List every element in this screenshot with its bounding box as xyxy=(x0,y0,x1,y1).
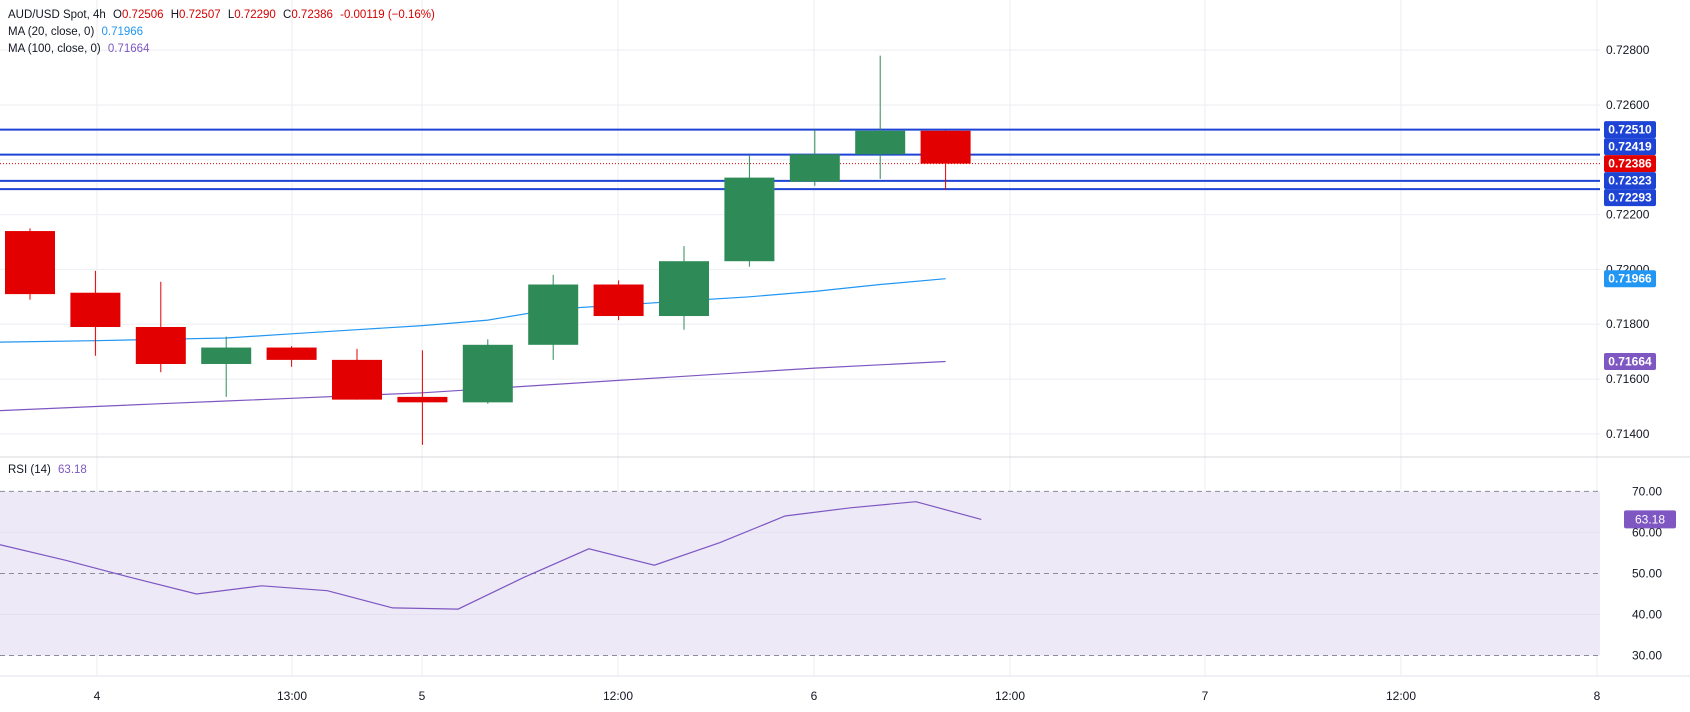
level-badge xyxy=(1604,189,1656,207)
candle-body xyxy=(528,284,579,345)
close-value: 0.72386 xyxy=(291,9,333,21)
candle-body xyxy=(135,326,186,364)
y-tick-label: 0.71800 xyxy=(1606,317,1650,331)
x-tick-label: 12:00 xyxy=(1386,689,1416,703)
level-badge-label: 0.72386 xyxy=(1608,157,1652,171)
y-tick-label: 0.72800 xyxy=(1606,43,1650,57)
ma100-axis-label: 0.71664 xyxy=(1608,355,1652,369)
symbol-title: AUD/USD Spot, 4h xyxy=(8,9,106,21)
candle-body xyxy=(789,154,840,182)
rsi-tick-label: 60.00 xyxy=(1632,525,1662,539)
candle-body xyxy=(266,347,317,360)
candlesticks xyxy=(5,55,971,445)
price-axis: 0.728000.726000.724000.722000.720000.718… xyxy=(1604,43,1676,662)
x-tick-label: 7 xyxy=(1202,689,1209,703)
y-tick-label: 0.71600 xyxy=(1606,372,1650,386)
level-badge xyxy=(1604,138,1656,156)
ma20-label: MA (20, close, 0) xyxy=(8,26,95,38)
rsi-line xyxy=(0,501,982,610)
level-badge xyxy=(1604,155,1656,173)
rsi-pane xyxy=(0,490,1600,656)
x-tick-label: 6 xyxy=(811,689,818,703)
y-tick-label: 0.72200 xyxy=(1606,208,1650,222)
candle-body xyxy=(397,396,448,403)
rsi-tick-label: 50.00 xyxy=(1632,566,1662,580)
candle-body xyxy=(920,130,971,164)
rsi-label: RSI (14) xyxy=(8,464,51,476)
x-tick-label: 12:00 xyxy=(995,689,1025,703)
time-axis: 4 13:00 5 12:00 6 12:00 7 12:00 8 xyxy=(94,689,1601,703)
level-badge-label: 0.72419 xyxy=(1608,140,1652,154)
ma100-axis-badge xyxy=(1604,353,1656,371)
high-value: 0.72507 xyxy=(179,9,221,21)
rsi-tick-label: 40.00 xyxy=(1632,607,1662,621)
candle-body xyxy=(724,177,775,262)
x-tick-label: 5 xyxy=(419,689,426,703)
candle-body xyxy=(855,130,906,155)
candle-body xyxy=(593,284,644,317)
ma20-value: 0.71966 xyxy=(101,26,144,38)
symbol-legend: AUD/USD Spot, 4h O0.72506 H0.72507 L0.72… xyxy=(8,9,439,21)
rsi-last-badge xyxy=(1624,510,1676,529)
rsi-legend: RSI (14) 63.18 xyxy=(8,464,91,476)
level-badge-label: 0.72323 xyxy=(1608,174,1652,188)
low-label: L xyxy=(227,9,235,21)
ma20-axis-label: 0.71966 xyxy=(1608,272,1652,286)
high-label: H xyxy=(170,9,180,21)
ma100-label: MA (100, close, 0) xyxy=(8,43,101,55)
x-tick-label: 8 xyxy=(1594,689,1601,703)
chart-grid xyxy=(0,0,1690,677)
low-value: 0.72290 xyxy=(234,9,276,21)
level-badge xyxy=(1604,121,1656,139)
rsi-tick-label: 30.00 xyxy=(1632,648,1662,662)
level-badge-label: 0.72293 xyxy=(1608,191,1652,205)
open-label: O xyxy=(113,9,122,21)
rsi-value: 63.18 xyxy=(58,464,87,476)
x-tick-label: 12:00 xyxy=(603,689,633,703)
y-tick-label: 0.72600 xyxy=(1606,98,1650,112)
candle-body xyxy=(70,292,121,327)
change-value: -0.00119 (−0.16%) xyxy=(340,9,435,21)
open-value: 0.72506 xyxy=(121,9,164,21)
ma100-value: 0.71664 xyxy=(107,43,150,55)
y-tick-label: 0.71400 xyxy=(1606,427,1650,441)
ma20-axis-badge xyxy=(1604,270,1656,288)
level-badge xyxy=(1604,172,1656,190)
rsi-last-label: 63.18 xyxy=(1635,512,1665,526)
level-badge-label: 0.72510 xyxy=(1608,123,1652,137)
candle-body xyxy=(332,359,382,400)
candle-body xyxy=(5,231,55,295)
close-label: C xyxy=(283,9,292,21)
candle-body xyxy=(462,344,513,403)
x-tick-label: 13:00 xyxy=(277,689,307,703)
rsi-tick-label: 70.00 xyxy=(1632,484,1662,498)
candle-body xyxy=(659,261,709,317)
candle-body xyxy=(201,347,252,364)
x-tick-label: 4 xyxy=(94,689,101,703)
ma100-legend: MA (100, close, 0) 0.71664 xyxy=(8,43,153,55)
ma20-legend: MA (20, close, 0) 0.71966 xyxy=(8,26,147,38)
